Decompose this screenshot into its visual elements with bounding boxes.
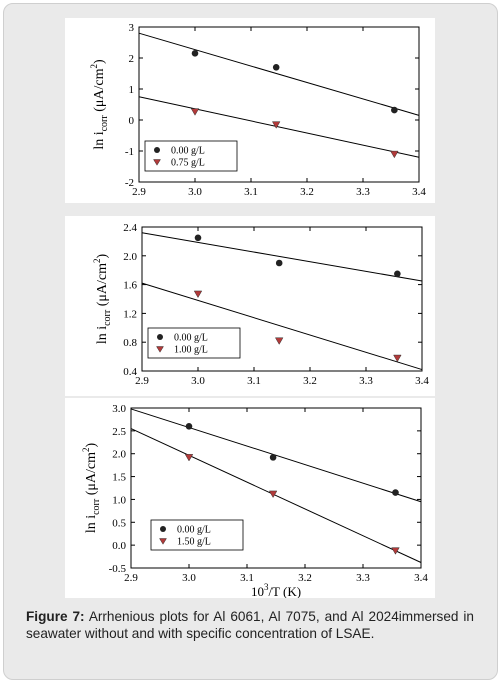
y-tick-label: 1.5 (112, 472, 126, 484)
legend-marker-triangle (153, 159, 161, 166)
x-tick-label: 3.2 (303, 375, 317, 387)
y-tick-label: -2 (125, 177, 134, 189)
legend-label: 1.50 g/L (177, 537, 211, 548)
figure-caption: Figure 7: Arrhenious plots for Al 6061, … (26, 608, 474, 642)
plot-frame (138, 26, 420, 183)
plot-panel-1: 2.9 3.0 3.1 3.2 3.3 3.4 3 2 1 0 -1 -2 ln icorr (μA/c… (65, 18, 435, 203)
data-point-triangle (271, 121, 281, 129)
legend-label: 0.00 g/L (177, 525, 211, 536)
plot-panel-2: 2.9 3.0 3.1 3.2 3.3 3.4 2.4 2.0 1.6 1.2 0.8 0.4 ln i… (65, 216, 435, 396)
arrhenius-chart-1: 2.9 3.0 3.1 3.2 3.3 3.4 3 2 1 0 -1 -2 ln icorr (μA/c… (89, 22, 426, 198)
fit-line-series-1 (130, 408, 422, 503)
legend-marker-triangle (159, 538, 167, 545)
legend-label: 0.75 g/L (171, 158, 205, 169)
y-tick-label: 1.6 (123, 280, 137, 292)
y-tick-label: 2.5 (112, 426, 126, 438)
y-tick-label: -0.5 (109, 563, 127, 575)
y-tick-label: 1.2 (123, 308, 137, 320)
x-tick-label: 2.9 (124, 572, 138, 584)
x-tick-label: 3.0 (188, 186, 202, 198)
y-tick-label: 0.8 (123, 337, 137, 349)
x-tick-label: 3.1 (244, 186, 258, 198)
plot-panel-3: 2.9 3.0 3.1 3.2 3.3 3.4 3.0 2.5 2.0 1.5 1.0 0.5 0.0 -… (65, 398, 435, 598)
x-tick-label: 3.0 (191, 375, 205, 387)
y-tick-label: -1 (125, 146, 134, 158)
x-tick-label: 3.1 (240, 572, 254, 584)
y-tick-label: 0.0 (112, 540, 126, 552)
y-axis-label: ln icorr (μA/cm2) (92, 254, 113, 345)
data-point-circle (392, 489, 399, 496)
data-point-circle (185, 422, 193, 430)
x-tick-label: 2.9 (135, 375, 149, 387)
arrhenius-chart-3: 2.9 3.0 3.1 3.2 3.3 3.4 3.0 2.5 2.0 1.5 1.0 0.5 0.0 -… (81, 403, 428, 598)
y-tick-label: 0.4 (123, 366, 137, 378)
legend-label: 0.00 g/L (174, 333, 208, 344)
fit-line-series-1 (141, 232, 423, 282)
fit-line-series-1 (138, 32, 420, 116)
legend-marker-circle (157, 334, 163, 340)
legend-marker-circle (160, 526, 166, 532)
y-tick-label: 2.0 (112, 449, 126, 461)
data-point-triangle (274, 337, 284, 345)
x-tick-label: 3.2 (298, 572, 312, 584)
data-point-circle (275, 259, 283, 267)
y-axis-label: ln icorr (μA/cm2) (81, 443, 102, 534)
plot-frame (141, 226, 423, 372)
fit-line-series-2 (138, 96, 420, 158)
y-axis-label: ln icorr (μA/cm2) (89, 59, 110, 150)
x-tick-label: 3.3 (359, 375, 373, 387)
data-point-circle (391, 106, 398, 114)
x-tick-label: 3.4 (414, 572, 428, 584)
data-point-triangle (193, 290, 203, 299)
y-tick-label: 0.5 (112, 517, 126, 529)
y-tick-label: 3.0 (112, 403, 126, 415)
data-point-triangle (268, 490, 278, 499)
legend-marker-circle (154, 147, 160, 153)
arrhenius-chart-2: 2.9 3.0 3.1 3.2 3.3 3.4 2.4 2.0 1.6 1.2 0.8 0.4 ln i… (92, 222, 429, 387)
data-point-circle (191, 50, 199, 57)
y-tick-label: 2.0 (123, 251, 137, 263)
x-tick-label: 3.4 (412, 186, 426, 198)
y-tick-label: 0 (129, 115, 135, 127)
data-point-circle (269, 454, 277, 461)
x-tick-label: 3.0 (182, 572, 196, 584)
legend-box (144, 140, 238, 172)
plot-frame (130, 407, 422, 569)
data-point-triangle (393, 354, 402, 363)
data-point-triangle (391, 547, 400, 555)
x-tick-label: 3.2 (300, 186, 314, 198)
x-tick-label: 3.3 (356, 186, 370, 198)
y-tick-label: 2.4 (123, 222, 137, 234)
x-axis-label: 103/T (K) (251, 582, 301, 598)
data-point-triangle (390, 150, 399, 159)
legend-box (150, 519, 244, 551)
legend-label: 1.00 g/L (174, 345, 208, 356)
y-tick-label: 1 (129, 84, 135, 96)
y-tick-label: 2 (129, 53, 135, 65)
legend-label: 0.00 g/L (171, 146, 205, 157)
fit-line-series-2 (130, 428, 422, 563)
y-tick-label: 1.0 (112, 494, 126, 506)
data-point-circle (394, 270, 401, 278)
data-point-circle (272, 64, 280, 71)
x-tick-label: 3.1 (247, 375, 261, 387)
y-tick-label: 3 (129, 22, 135, 34)
legend-box (147, 327, 241, 359)
data-point-triangle (190, 108, 200, 116)
x-tick-label: 3.4 (415, 375, 429, 387)
caption-text: Arrhenious plots for Al 6061, Al 7075, a… (26, 609, 474, 641)
caption-label: Figure 7: (26, 609, 85, 624)
x-tick-label: 2.9 (132, 186, 146, 198)
fit-line-series-2 (141, 282, 423, 371)
x-tick-label: 3.3 (356, 572, 370, 584)
data-point-triangle (184, 454, 194, 462)
data-point-circle (194, 234, 202, 242)
legend-marker-triangle (156, 346, 164, 353)
